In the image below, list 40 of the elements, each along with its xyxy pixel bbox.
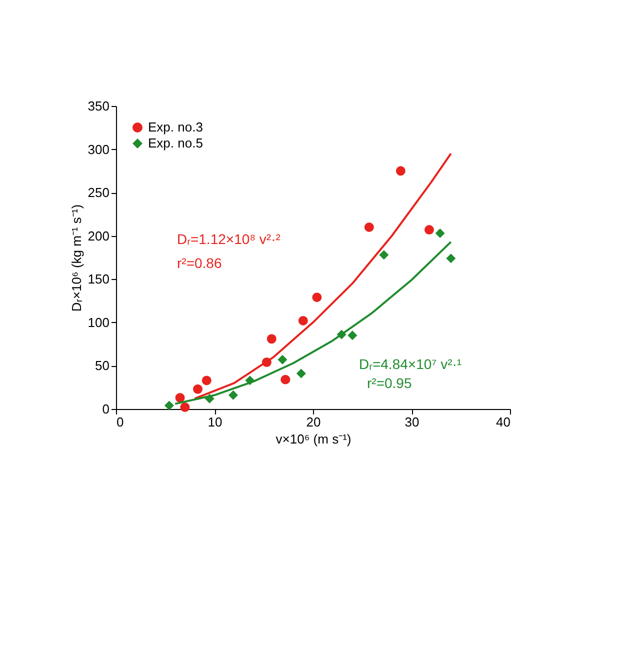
x-axis-title: v×10⁶ (m s⁻¹): [276, 432, 352, 446]
annotation: r²=0.86: [177, 255, 222, 271]
point: [266, 334, 276, 344]
x-tick-label: 40: [496, 414, 510, 430]
point: [312, 292, 322, 302]
point: [228, 390, 238, 400]
x-tick-label: 20: [306, 414, 321, 430]
x-tick-label: 0: [116, 414, 124, 430]
annotation: r²=0.95: [367, 375, 412, 391]
y-tick-label: 350: [88, 98, 110, 114]
legend-label: Exp. no.3: [148, 120, 203, 134]
legend-label: Exp. no.5: [148, 136, 203, 150]
annotation: Dᵣ=4.84×10⁷ v²·¹: [359, 356, 462, 372]
y-tick-label: 300: [88, 142, 110, 157]
point: [298, 316, 308, 326]
y-tick-label: 150: [88, 272, 110, 287]
y-tick-label: 0: [102, 402, 110, 416]
point: [193, 384, 202, 394]
y-tick-label: 50: [95, 358, 110, 374]
point: [164, 400, 174, 410]
point: [364, 222, 374, 232]
point: [278, 354, 288, 364]
x-tick-label: 30: [404, 414, 420, 430]
y-axis-title: Dᵣ×10⁶ (kg m⁻¹ s⁻¹): [68, 204, 84, 312]
point: [348, 330, 358, 340]
point: [379, 250, 389, 260]
y-tick-label: 200: [88, 228, 110, 244]
point: [424, 225, 434, 235]
point: [202, 376, 212, 386]
annotation: Dᵣ=1.12×10⁸ v²·²: [177, 231, 281, 247]
point: [280, 374, 290, 384]
point: [446, 254, 456, 264]
point: [175, 393, 185, 402]
x-tick-label: 10: [208, 414, 222, 430]
y-tick-label: 100: [88, 314, 110, 330]
point: [396, 166, 406, 176]
point: [435, 228, 445, 238]
point: [180, 402, 190, 412]
y-tick-label: 250: [88, 185, 110, 200]
point: [296, 368, 306, 378]
